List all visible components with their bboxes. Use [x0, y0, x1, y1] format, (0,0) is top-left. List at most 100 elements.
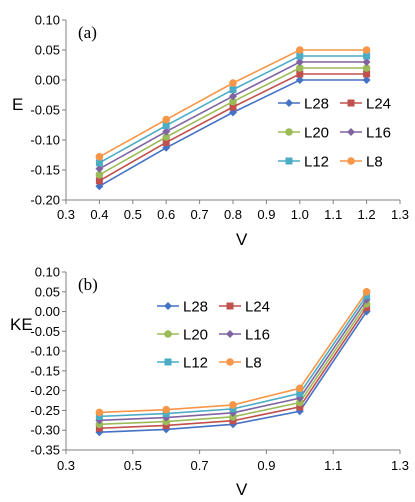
x-tick-label: 1.3 — [391, 207, 409, 222]
data-point — [162, 138, 170, 146]
chart-panel-a: -0.20 -0.15 -0.10 -0.05 0.00 0.05 0.10 0.3 0.4 0.… — [12, 13, 409, 250]
data-point — [95, 408, 104, 417]
x-tick-label: 1.1 — [324, 458, 342, 473]
data-point — [229, 92, 237, 101]
data-point — [95, 424, 103, 432]
legend-swatch-marker — [347, 157, 355, 165]
series-L8 — [95, 46, 371, 161]
x-tick-label: 0.9 — [257, 207, 275, 222]
legend-item-L24: L24 — [340, 96, 391, 113]
x-tick-label: 0.8 — [224, 207, 242, 222]
legend-item-L16: L16 — [340, 125, 391, 142]
data-point — [229, 401, 237, 409]
legend-item-L20: L20 — [278, 125, 329, 142]
legend-label: L24 — [245, 299, 270, 316]
series-L8 — [95, 287, 371, 417]
data-point — [229, 405, 237, 413]
y-tick-label: -0.20 — [30, 383, 60, 398]
data-point — [162, 122, 170, 130]
legend-item-L28: L28 — [157, 299, 208, 316]
data-point — [95, 177, 103, 185]
data-point — [162, 421, 170, 429]
legend-item-L24: L24 — [219, 299, 270, 316]
data-point — [229, 79, 237, 87]
x-tick-label: 0.5 — [124, 458, 142, 473]
legend: L28 L24 L20 L16 L12 L8 — [157, 299, 270, 372]
panel-label: (a) — [78, 23, 97, 42]
data-point — [362, 58, 371, 66]
x-tick-label: 0.9 — [257, 458, 275, 473]
legend-item-L12: L12 — [157, 355, 208, 372]
data-point — [162, 115, 170, 124]
series-L12 — [95, 52, 371, 167]
data-point — [296, 52, 304, 60]
data-point — [95, 171, 104, 179]
data-point — [296, 64, 304, 72]
y-tick-label: -0.30 — [30, 423, 60, 438]
legend-swatch-marker — [285, 157, 293, 165]
x-tick-label: 1.0 — [291, 207, 309, 222]
series-line — [99, 295, 368, 418]
x-tick-label: 0.6 — [157, 207, 175, 222]
data-point — [296, 384, 304, 393]
legend-swatch-marker — [347, 128, 355, 136]
legend-swatch-marker — [226, 330, 234, 338]
series-L16 — [95, 58, 371, 173]
legend-label: L8 — [366, 154, 383, 171]
legend-swatch-marker — [226, 358, 234, 366]
data-point — [363, 304, 371, 312]
data-point — [229, 97, 237, 106]
legend-item-L28: L28 — [278, 96, 329, 113]
data-point — [362, 287, 371, 296]
data-point — [95, 412, 103, 420]
data-point — [95, 153, 104, 161]
x-tick-label: 1.3 — [391, 458, 409, 473]
y-tick-label: -0.05 — [30, 103, 60, 118]
legend-label: L20 — [304, 125, 329, 142]
legend: L28 L24 L20 L16 L12 L8 — [278, 96, 391, 171]
series-L24 — [95, 304, 371, 432]
data-point — [362, 46, 371, 54]
y-tick-label: -0.15 — [30, 163, 60, 178]
legend-swatch-marker — [226, 302, 234, 310]
x-axis-label: V — [236, 230, 248, 249]
data-point — [296, 403, 304, 411]
legend-item-L8: L8 — [219, 355, 262, 372]
legend-label: L12 — [183, 355, 208, 372]
x-tick-label: 0.3 — [57, 207, 75, 222]
data-point — [362, 64, 371, 72]
y-tick-label: 0.05 — [35, 43, 60, 58]
legend-swatch-marker — [285, 99, 293, 107]
series-L24 — [95, 70, 371, 185]
legend-label: L20 — [183, 327, 208, 344]
legend-swatch-marker — [347, 99, 355, 107]
series-L20 — [95, 64, 371, 179]
y-tick-label: 0.00 — [35, 304, 60, 319]
legend-label: L28 — [183, 299, 208, 316]
data-point — [296, 398, 304, 407]
y-axis-label: KE — [10, 315, 33, 334]
y-tick-label: -0.10 — [30, 344, 60, 359]
x-tick-label: 0.7 — [191, 458, 209, 473]
data-point — [162, 405, 170, 414]
x-tick-label: 1.2 — [358, 207, 376, 222]
y-tick-label: -0.20 — [30, 193, 60, 208]
legend-item-L16: L16 — [219, 327, 270, 344]
y-tick-label: 0.10 — [35, 265, 60, 280]
legend-label: L8 — [245, 355, 262, 372]
y-tick-label: 0.10 — [35, 13, 60, 28]
data-point — [95, 164, 104, 173]
y-tick-label: 0.00 — [35, 73, 60, 88]
legend-label: L16 — [245, 327, 270, 344]
x-tick-label: 0.3 — [57, 458, 75, 473]
x-axis-label: V — [236, 480, 248, 499]
legend-label: L24 — [366, 96, 391, 113]
legend-swatch-marker — [285, 128, 293, 136]
legend-label: L12 — [304, 154, 329, 171]
x-tick-label: 0.4 — [90, 207, 108, 222]
legend-swatch-marker — [164, 302, 172, 310]
y-tick-label: 0.05 — [35, 284, 60, 299]
y-tick-label: -0.35 — [30, 443, 60, 458]
data-point — [296, 389, 304, 397]
y-tick-label: -0.05 — [30, 324, 60, 339]
